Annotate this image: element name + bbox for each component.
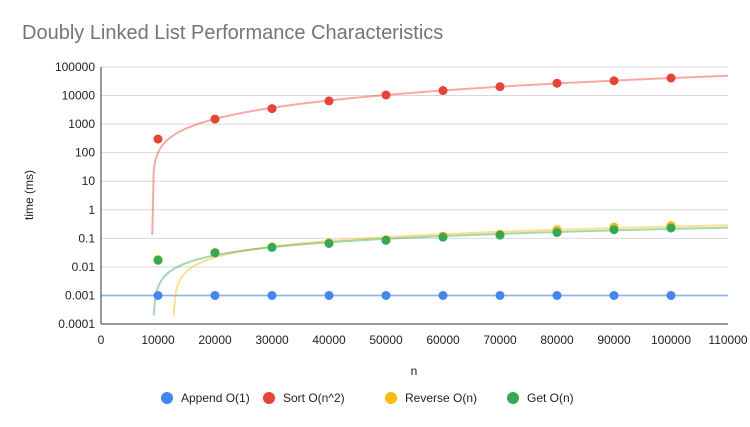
x-tick-label: 80000 <box>540 333 574 347</box>
data-point <box>438 86 448 96</box>
x-tick-label: 50000 <box>369 333 403 347</box>
data-point <box>210 290 220 300</box>
data-point <box>324 238 334 248</box>
axes: 100000 10000 1000 100 10 1 0.1 0.01 0.001 0.00010… <box>55 60 748 347</box>
legend-item: Get O(n) <box>507 391 574 405</box>
data-point <box>153 255 163 265</box>
data-point <box>153 134 163 144</box>
data-point <box>267 242 277 252</box>
data-point <box>381 290 391 300</box>
trendline-2 <box>172 224 729 316</box>
data-point <box>609 225 619 235</box>
data-point <box>552 78 562 88</box>
legend-label: Reverse O(n) <box>405 391 477 405</box>
chart-title: Doubly Linked List Performance Character… <box>22 22 443 44</box>
y-axis-title: time (ms) <box>22 170 36 220</box>
y-tick-label: 0.1 <box>78 231 95 245</box>
x-tick-label: 10000 <box>141 333 175 347</box>
x-tick-label: 110000 <box>708 333 747 347</box>
x-tick-label: 90000 <box>597 333 631 347</box>
y-tick-label: 0.0001 <box>58 317 95 331</box>
legend-label: Append O(1) <box>181 391 250 405</box>
x-tick-label: 40000 <box>312 333 346 347</box>
data-point <box>609 290 619 300</box>
data-point <box>552 290 562 300</box>
y-tick-label: 100 <box>75 146 95 160</box>
data-point <box>210 248 220 258</box>
data-point <box>495 82 505 92</box>
data-point <box>381 90 391 100</box>
y-tick-label: 1000 <box>68 117 95 131</box>
x-axis-title: n <box>411 364 418 378</box>
grid-lines <box>101 66 728 325</box>
y-tick-label: 0.01 <box>72 260 96 274</box>
data-point <box>153 290 163 300</box>
x-tick-label: 100000 <box>651 333 691 347</box>
x-tick-label: 60000 <box>426 333 460 347</box>
data-point <box>666 73 676 83</box>
data-point <box>267 290 277 300</box>
x-tick-label: 20000 <box>198 333 232 347</box>
data-point <box>552 228 562 238</box>
y-tick-label: 10000 <box>62 89 96 103</box>
y-tick-label: 1 <box>88 203 95 217</box>
data-point <box>324 290 334 300</box>
y-tick-label: 0.001 <box>65 288 95 302</box>
legend-label: Sort O(n^2) <box>283 391 345 405</box>
legend-item: Append O(1) <box>161 391 250 405</box>
data-point <box>495 230 505 240</box>
data-point <box>666 223 676 233</box>
data-point <box>324 96 334 106</box>
legend: Append O(1) Sort O(n^2) Reverse O(n) Get O(… <box>161 391 574 405</box>
legend-marker <box>161 392 173 404</box>
legend-item: Reverse O(n) <box>385 391 477 405</box>
y-tick-label: 10 <box>82 174 96 188</box>
data-point <box>609 76 619 86</box>
x-tick-label: 0 <box>98 333 105 347</box>
data-point <box>267 104 277 114</box>
data-point <box>438 290 448 300</box>
legend-item: Sort O(n^2) <box>263 391 345 405</box>
trendline-1 <box>151 74 729 235</box>
y-tick-label: 100000 <box>55 60 95 74</box>
trendlines <box>101 74 729 316</box>
legend-marker <box>507 392 519 404</box>
x-tick-label: 30000 <box>255 333 289 347</box>
data-point <box>438 232 448 242</box>
data-point <box>381 235 391 245</box>
x-tick-label: 70000 <box>483 333 517 347</box>
legend-label: Get O(n) <box>527 391 574 405</box>
data-point <box>666 290 676 300</box>
legend-marker <box>263 392 275 404</box>
data-point <box>210 114 220 124</box>
legend-marker <box>385 392 397 404</box>
data-point <box>495 290 505 300</box>
data-points <box>153 73 676 300</box>
